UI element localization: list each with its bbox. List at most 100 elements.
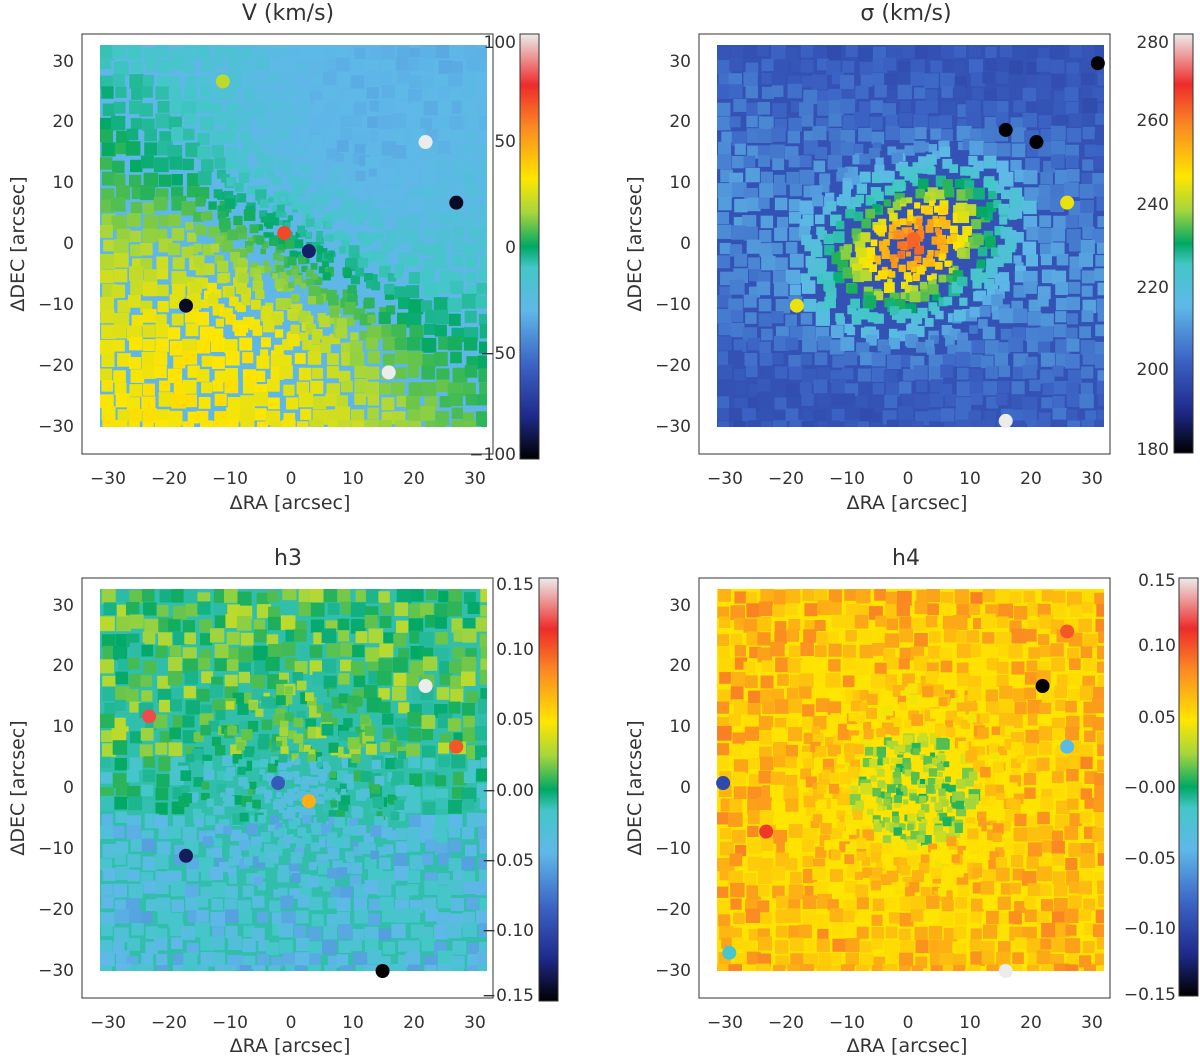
- spatial-bin: [269, 900, 281, 912]
- spatial-bin: [283, 412, 296, 425]
- spatial-bin: [142, 856, 157, 871]
- spatial-bin: [140, 185, 156, 201]
- spatial-bin: [281, 143, 292, 153]
- colorbar-tick-label: 0.10: [1138, 636, 1176, 656]
- spatial-bin: [843, 244, 853, 253]
- spatial-bin: [312, 329, 323, 340]
- spatial-bin: [397, 813, 406, 822]
- spatial-bin: [396, 726, 411, 741]
- spatial-bin: [453, 771, 467, 786]
- spatial-bin: [449, 171, 463, 185]
- spatial-bin: [816, 938, 830, 952]
- spatial-bin: [293, 733, 304, 744]
- map-area: [717, 45, 1105, 428]
- spatial-bin: [1039, 856, 1053, 870]
- spatial-bin: [946, 235, 956, 244]
- spatial-bin: [365, 589, 381, 604]
- spatial-bin: [874, 291, 884, 301]
- spatial-bin: [435, 184, 450, 199]
- spatial-bin: [1023, 200, 1037, 215]
- spatial-bin: [275, 695, 286, 706]
- spatial-bin: [328, 742, 339, 753]
- spatial-bin: [116, 604, 129, 617]
- spatial-bin: [1098, 394, 1104, 406]
- spatial-bin: [789, 284, 801, 296]
- spatial-bin: [743, 294, 757, 308]
- spatial-bin: [296, 710, 306, 721]
- spatial-bin: [999, 45, 1013, 58]
- spatial-bin: [1094, 872, 1104, 886]
- spatial-bin: [774, 589, 789, 605]
- spatial-bin: [729, 714, 742, 727]
- spatial-bin: [1040, 369, 1055, 384]
- spatial-bin: [212, 952, 226, 965]
- feature-bin: [716, 776, 731, 791]
- spatial-bin: [238, 172, 250, 184]
- spatial-bin: [184, 632, 196, 645]
- spatial-bin: [425, 614, 438, 628]
- spatial-bin: [226, 767, 236, 777]
- spatial-bin: [907, 215, 914, 222]
- spatial-bin: [329, 212, 337, 220]
- spatial-bin: [366, 280, 375, 289]
- spatial-bin: [882, 757, 890, 765]
- spatial-bin: [350, 825, 361, 836]
- spatial-bin: [294, 186, 306, 198]
- spatial-bin: [336, 810, 345, 819]
- spatial-bin: [878, 270, 888, 280]
- spatial-bin: [355, 170, 366, 182]
- spatial-bin: [987, 180, 999, 191]
- spatial-bin: [771, 242, 783, 255]
- spatial-bin: [312, 671, 326, 685]
- spatial-bin: [336, 770, 349, 782]
- spatial-bin: [934, 859, 945, 870]
- spatial-bin: [447, 601, 462, 617]
- spatial-bin: [448, 313, 461, 326]
- spatial-bin: [248, 237, 256, 245]
- spatial-bin: [155, 229, 168, 241]
- spatial-bin: [981, 643, 996, 658]
- spatial-bin: [189, 245, 199, 255]
- spatial-bin: [436, 227, 452, 242]
- spatial-bin: [803, 298, 817, 312]
- spatial-bin: [772, 964, 786, 971]
- spatial-bin: [1095, 909, 1104, 924]
- spatial-bin: [102, 675, 116, 690]
- spatial-bin: [1082, 299, 1096, 314]
- plot-frame: [81, 577, 494, 999]
- spatial-bin: [1052, 270, 1067, 285]
- spatial-bin: [310, 262, 318, 270]
- spatial-bin: [889, 254, 898, 262]
- spatial-bin: [984, 773, 996, 785]
- spatial-bin: [313, 632, 326, 645]
- spatial-bin: [446, 923, 462, 939]
- spatial-bin: [1023, 798, 1037, 813]
- spatial-bin: [479, 633, 487, 648]
- spatial-bin: [129, 74, 144, 89]
- spatial-bin: [842, 644, 856, 658]
- spatial-bin: [448, 115, 464, 131]
- spatial-bin: [309, 953, 321, 965]
- spatial-bin: [1000, 883, 1013, 895]
- spatial-bin: [421, 337, 437, 353]
- spatial-bin: [964, 242, 970, 248]
- spatial-bin: [998, 171, 1014, 187]
- spatial-bin: [1054, 380, 1068, 395]
- spatial-bin: [317, 756, 323, 762]
- spatial-bin: [265, 656, 280, 672]
- spatial-bin: [900, 690, 912, 702]
- spatial-bin: [154, 365, 167, 379]
- spatial-bin: [236, 193, 247, 203]
- x-tick-label: −30: [90, 469, 126, 489]
- spatial-bin: [1067, 782, 1083, 798]
- spatial-bin: [1092, 698, 1104, 714]
- spatial-bin: [942, 179, 953, 190]
- spatial-bin: [733, 912, 745, 925]
- spatial-bin: [113, 101, 126, 114]
- spatial-bin: [363, 832, 374, 844]
- spatial-bin: [233, 277, 243, 287]
- spatial-bin: [893, 777, 902, 786]
- spatial-bin: [757, 102, 771, 115]
- spatial-bin: [348, 214, 359, 225]
- spatial-bin: [313, 116, 326, 129]
